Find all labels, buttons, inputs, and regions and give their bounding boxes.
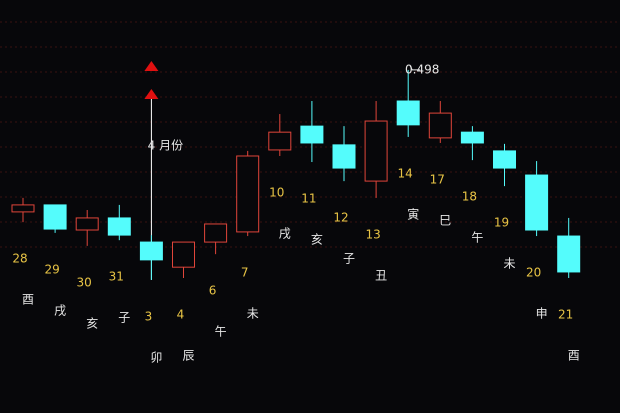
- day-label: 18: [462, 190, 477, 204]
- branch-label: 未: [503, 257, 515, 271]
- grid: [0, 21, 620, 248]
- branch-label: 酉: [568, 348, 580, 362]
- branch-label: 子: [343, 252, 355, 266]
- candle-body: [268, 131, 292, 151]
- month-marker: [144, 89, 159, 99]
- high-label: 0.498: [405, 62, 439, 76]
- day-label: 6: [209, 284, 217, 298]
- candle-body: [75, 217, 99, 231]
- day-label: 19: [494, 216, 509, 230]
- day-label: 12: [333, 211, 348, 225]
- day-label: 10: [269, 185, 284, 199]
- day-label: 14: [398, 166, 413, 180]
- candle-body: [139, 241, 163, 261]
- branch-label: 子: [118, 311, 130, 325]
- day-label: 31: [109, 270, 124, 284]
- candle-body: [493, 150, 516, 169]
- candle-body: [332, 144, 356, 169]
- candle-body: [107, 217, 131, 236]
- candle-body: [460, 131, 484, 144]
- candle-body: [396, 100, 420, 126]
- branch-label: 辰: [182, 348, 194, 362]
- day-label: 7: [241, 266, 249, 280]
- branch-label: 酉: [22, 293, 34, 307]
- candle-body: [428, 112, 452, 139]
- branch-label: 亥: [311, 233, 323, 247]
- high-pointer: [409, 65, 421, 71]
- branch-label: 午: [215, 325, 227, 339]
- candle-body: [236, 155, 260, 233]
- month-label: 4 月份: [148, 139, 183, 153]
- day-label: 30: [77, 275, 92, 289]
- branch-label: 亥: [86, 316, 98, 330]
- branch-label: 未: [247, 307, 259, 321]
- day-label: 29: [44, 262, 59, 276]
- candle-body: [557, 235, 581, 273]
- day-label: 3: [145, 309, 153, 323]
- day-label: 11: [301, 192, 316, 206]
- branch-label: 戌: [279, 226, 291, 240]
- branch-label: 戌: [54, 303, 66, 317]
- day-label: 20: [526, 266, 541, 280]
- candle-body: [43, 204, 67, 230]
- branch-label: 卯: [150, 350, 162, 364]
- day-label: 4: [177, 307, 185, 321]
- day-label: 21: [558, 307, 573, 321]
- candle-body: [172, 241, 195, 268]
- month-marker: [144, 61, 159, 71]
- branch-label: 午: [471, 231, 483, 245]
- branch-label: 丑: [375, 268, 387, 282]
- candle-body: [300, 125, 324, 144]
- day-label: 13: [365, 227, 380, 241]
- candle-body: [364, 120, 388, 182]
- branch-label: 申: [536, 307, 548, 321]
- candle-body: [11, 204, 35, 213]
- branch-label: 寅: [407, 206, 419, 221]
- day-label: 28: [12, 252, 27, 266]
- branch-label: 巳: [439, 213, 451, 227]
- candle-body: [204, 223, 228, 243]
- candle-body: [525, 174, 549, 231]
- day-label: 17: [430, 172, 445, 186]
